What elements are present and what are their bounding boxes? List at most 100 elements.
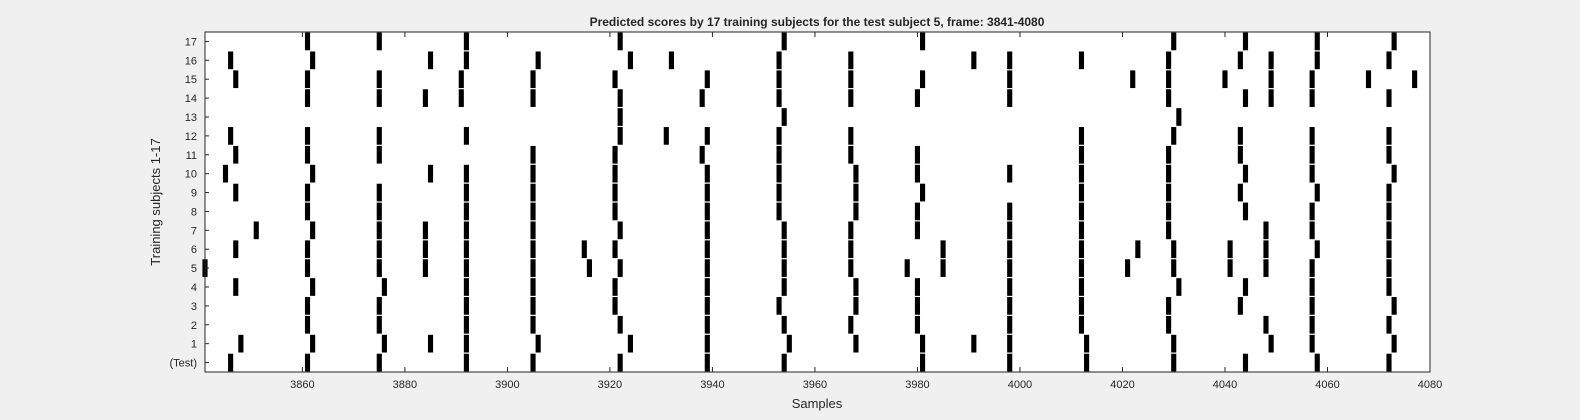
event-bar — [530, 70, 536, 89]
event-bar — [786, 334, 792, 353]
event-bar — [530, 164, 536, 183]
event-bar — [920, 353, 926, 372]
event-bar — [1166, 297, 1172, 315]
event-bar — [530, 89, 536, 107]
event-bar — [1007, 278, 1013, 296]
event-bar — [463, 202, 469, 221]
plot-frame — [204, 31, 1431, 373]
event-bar — [940, 259, 946, 277]
event-bar — [1078, 315, 1085, 334]
y-tick-label: (Test) — [170, 358, 198, 370]
x-tick-label: 3880 — [393, 379, 417, 391]
y-tick-label: 15 — [185, 74, 197, 86]
event-bar — [853, 183, 859, 202]
event-bar — [463, 334, 469, 353]
event-bar — [376, 183, 382, 202]
event-bar — [853, 297, 859, 315]
event-bar — [1166, 183, 1172, 202]
event-bar — [1171, 259, 1177, 277]
event-bar — [1309, 315, 1315, 334]
event-bar — [463, 297, 469, 315]
y-tick-label: 6 — [191, 244, 197, 256]
event-bar — [1078, 240, 1085, 259]
event-bar — [848, 70, 854, 89]
event-bar — [704, 183, 710, 202]
event-bar — [848, 127, 854, 145]
event-bar — [1386, 202, 1392, 221]
event-bar — [310, 164, 316, 183]
event-bar — [1176, 278, 1182, 296]
event-bar — [228, 353, 234, 372]
event-bar — [376, 259, 382, 277]
event-bar — [914, 145, 921, 164]
event-bar — [304, 32, 311, 51]
event-bar — [1171, 32, 1177, 51]
event-bar — [1171, 334, 1177, 353]
event-bar — [776, 164, 782, 183]
event-bar — [381, 278, 387, 296]
event-bar — [1268, 334, 1274, 353]
y-tick-label: 13 — [185, 112, 197, 124]
event-bar — [1314, 51, 1320, 70]
event-bar — [233, 70, 239, 89]
event-bar — [781, 278, 787, 296]
event-bar — [304, 297, 311, 315]
event-bar — [530, 259, 536, 277]
event-bar — [1391, 164, 1397, 183]
event-bar — [458, 89, 464, 107]
event-bar — [704, 278, 710, 296]
event-bar — [463, 240, 469, 259]
x-axis-label: Samples — [792, 396, 843, 411]
event-bar — [1263, 221, 1269, 240]
event-bar — [617, 315, 623, 334]
event-bar — [304, 70, 311, 89]
event-bar — [1078, 297, 1085, 315]
event-bar — [776, 145, 782, 164]
event-bar — [1365, 70, 1372, 89]
event-bar — [1309, 278, 1315, 296]
event-bar — [1309, 127, 1315, 145]
event-bar — [704, 202, 710, 221]
event-bar — [704, 127, 710, 145]
event-bar — [304, 240, 311, 259]
event-bar — [920, 70, 926, 89]
event-bar — [781, 315, 787, 334]
event-bar — [781, 353, 787, 372]
event-bar — [530, 145, 536, 164]
y-tick-label: 10 — [185, 169, 197, 181]
event-bar — [304, 183, 311, 202]
event-bar — [1007, 164, 1013, 183]
event-bar — [304, 145, 311, 164]
event-bar — [1007, 315, 1013, 334]
event-bar — [1078, 202, 1085, 221]
event-bar — [1166, 164, 1172, 183]
event-bar — [612, 278, 618, 296]
y-tick-label: 2 — [191, 320, 197, 332]
event-bar — [1078, 183, 1085, 202]
event-bar — [704, 221, 710, 240]
event-bar — [1314, 32, 1320, 51]
event-bar — [663, 127, 669, 145]
event-bar — [304, 353, 311, 372]
event-bar — [1386, 240, 1392, 259]
event-bar — [914, 89, 921, 107]
y-tick-label: 14 — [185, 93, 197, 105]
event-bar — [463, 353, 469, 372]
event-bar — [1078, 259, 1085, 277]
event-bar — [427, 334, 434, 353]
y-tick-label: 9 — [191, 188, 197, 200]
event-bar — [381, 334, 387, 353]
event-bar — [1391, 297, 1397, 315]
event-bar — [940, 240, 946, 259]
x-tick-label: 4000 — [1008, 379, 1032, 391]
y-tick-label: 17 — [185, 36, 197, 48]
event-bar — [1078, 127, 1085, 145]
event-bar — [914, 278, 921, 296]
event-bar — [776, 183, 782, 202]
event-bar — [535, 334, 541, 353]
event-bar — [1007, 353, 1013, 372]
event-bar — [1386, 259, 1392, 277]
event-bar — [1176, 108, 1182, 126]
event-bar — [1386, 183, 1392, 202]
event-bar — [1125, 259, 1131, 277]
